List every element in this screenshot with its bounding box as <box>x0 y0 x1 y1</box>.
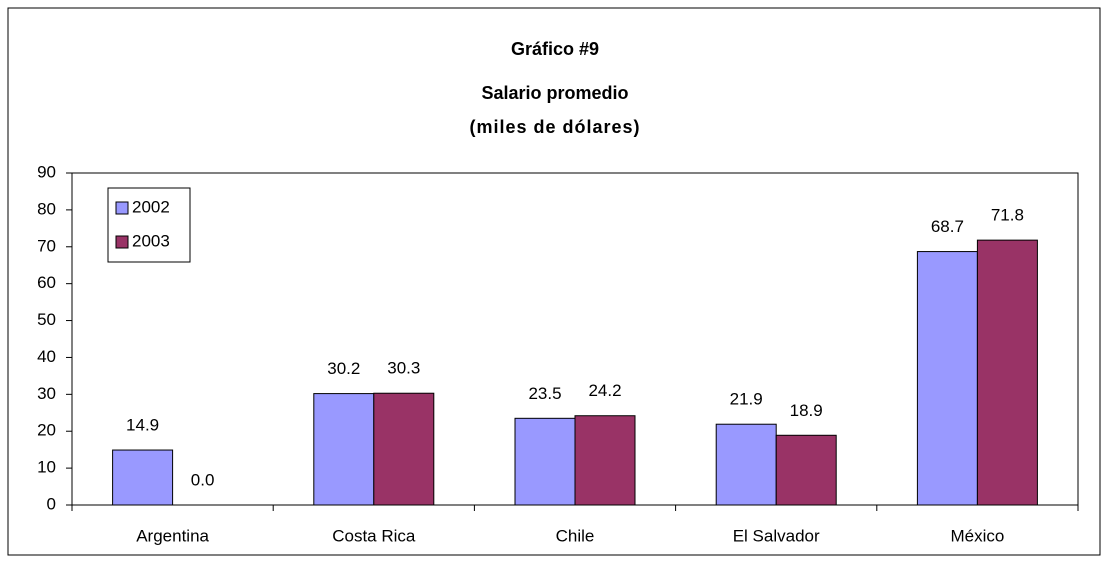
bar <box>976 239 1038 506</box>
legend-label: 2002 <box>132 197 170 216</box>
x-tick-label: El Salvador <box>733 526 820 545</box>
y-tick-label: 20 <box>37 421 56 440</box>
y-tick-label: 50 <box>37 310 56 329</box>
value-label: 30.3 <box>387 359 420 378</box>
value-label: 30.2 <box>327 359 360 378</box>
legend-swatch <box>115 235 129 249</box>
value-label: 18.9 <box>790 401 823 420</box>
bar <box>313 393 375 506</box>
y-tick-label: 10 <box>37 458 56 477</box>
value-label: 14.9 <box>126 416 159 435</box>
x-tick-label: Costa Rica <box>332 526 416 545</box>
x-tick-label: Chile <box>556 526 595 545</box>
chart-title: Gráfico #9 <box>511 39 599 59</box>
y-tick-label: 40 <box>37 347 56 366</box>
y-tick-label: 60 <box>37 273 56 292</box>
legend-swatch <box>115 201 129 215</box>
value-label: 24.2 <box>588 381 621 400</box>
y-tick-label: 70 <box>37 236 56 255</box>
legend-label: 2003 <box>132 231 170 250</box>
y-tick-label: 30 <box>37 384 56 403</box>
bar <box>514 417 576 506</box>
bar <box>715 423 777 506</box>
bar <box>916 251 978 506</box>
value-label: 68.7 <box>931 217 964 236</box>
bar <box>775 434 837 506</box>
chart-unit: (miles de dólares) <box>469 117 640 137</box>
chart-subtitle: Salario promedio <box>481 83 628 103</box>
y-tick-label: 80 <box>37 199 56 218</box>
bar <box>574 415 636 506</box>
x-tick-label: México <box>950 526 1004 545</box>
value-label: 23.5 <box>528 384 561 403</box>
bar <box>373 392 435 506</box>
y-tick-label: 0 <box>47 494 56 513</box>
value-label: 71.8 <box>991 206 1024 225</box>
x-tick-label: Argentina <box>136 526 209 545</box>
value-label: 0.0 <box>191 470 215 489</box>
legend-box <box>107 187 191 263</box>
y-tick-label: 90 <box>37 162 56 181</box>
bar <box>112 449 174 506</box>
value-label: 21.9 <box>730 390 763 409</box>
